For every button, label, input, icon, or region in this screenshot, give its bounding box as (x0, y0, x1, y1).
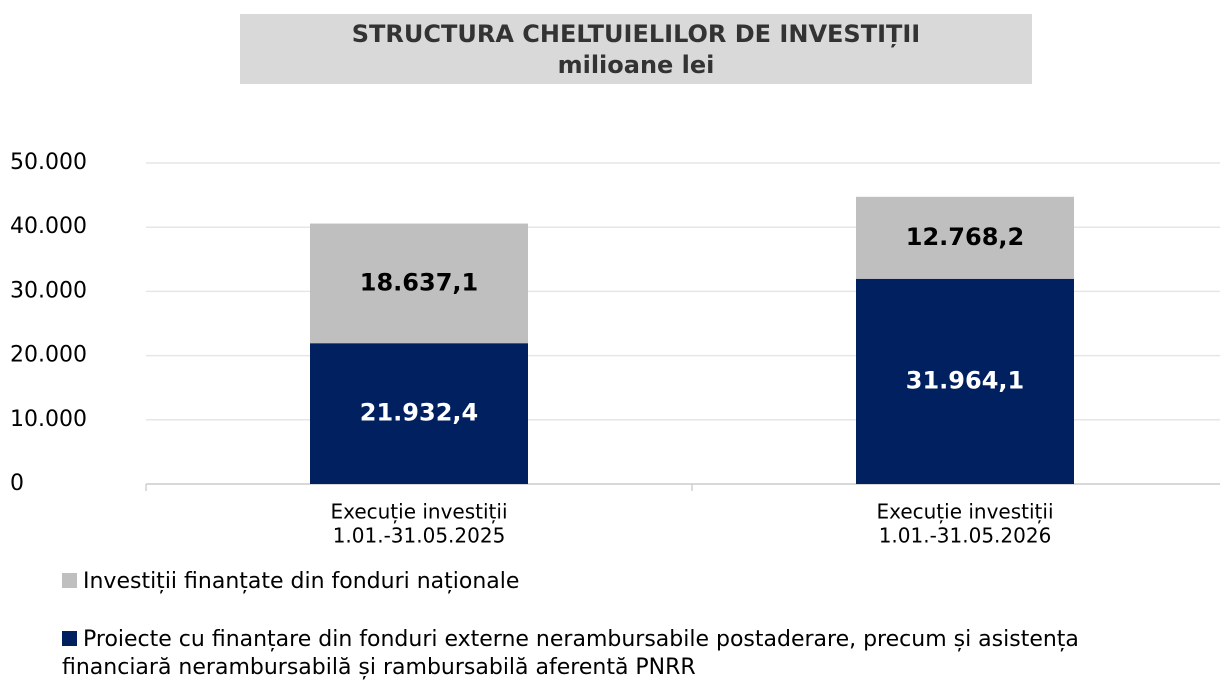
y-tick-label: 10.000 (10, 407, 87, 432)
bar-segment (310, 223, 528, 344)
legend: Investiții finanțate din fonduri naționa… (62, 568, 1182, 682)
legend-item: Investiții finanțate din fonduri naționa… (62, 568, 1182, 596)
bar-segment (310, 343, 528, 484)
legend-label: Proiecte cu finanțare din fonduri extern… (62, 627, 1079, 680)
legend-swatch (62, 573, 77, 588)
x-tick-label: Execuție investiții (330, 500, 507, 524)
bar-segment (856, 196, 1074, 279)
data-label: 31.964,1 (906, 366, 1024, 394)
legend-label: Investiții finanțate din fonduri naționa… (83, 569, 520, 594)
x-tick-label: 1.01.-31.05.2026 (879, 524, 1052, 548)
data-label: 18.637,1 (360, 268, 478, 296)
title-box (240, 14, 1032, 84)
legend-item: Proiecte cu finanțare din fonduri extern… (62, 626, 1182, 682)
x-tick-label: 1.01.-31.05.2025 (333, 524, 506, 548)
y-tick-label: 20.000 (10, 343, 87, 368)
y-tick-label: 50.000 (10, 150, 87, 175)
chart-subtitle: milioane lei (558, 51, 715, 79)
x-tick-label: Execuție investiții (876, 500, 1053, 524)
y-tick-label: 0 (10, 471, 24, 496)
y-tick-label: 30.000 (10, 278, 87, 303)
y-tick-label: 40.000 (10, 214, 87, 239)
bar-segment (856, 278, 1074, 484)
data-label: 21.932,4 (360, 399, 478, 427)
data-label: 12.768,2 (906, 223, 1024, 251)
legend-swatch (62, 631, 77, 646)
chart-title: STRUCTURA CHELTUIELILOR DE INVESTIȚII (352, 20, 920, 48)
